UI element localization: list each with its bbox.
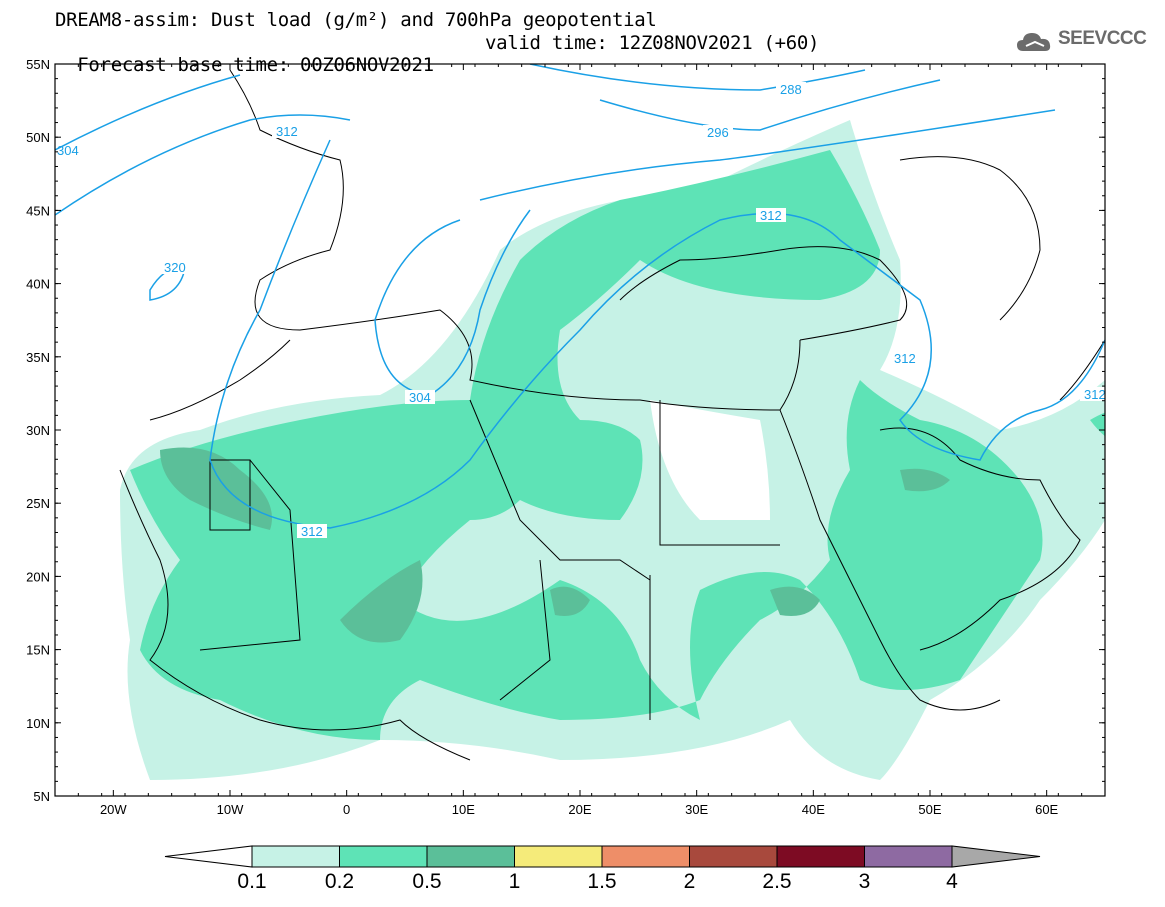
valid-time: valid time: 12Z08NOV2021 (+60)	[485, 32, 820, 54]
colorbar-over-arrow	[951, 845, 1041, 868]
contour-label-312-sw: 312	[301, 524, 323, 539]
lat-label: 20N	[26, 569, 50, 584]
colorbar-label: 2.5	[762, 870, 792, 893]
contour-label-304: 304	[409, 390, 431, 405]
lon-label: 0	[343, 802, 350, 817]
lat-label: 40N	[26, 277, 50, 292]
lon-label: 60E	[1035, 802, 1058, 817]
lat-label: 45N	[26, 203, 50, 218]
colorbar-segment	[864, 845, 953, 868]
forecast-time-line: Forecast base time: 00Z06NOV2021 valid t…	[55, 32, 819, 98]
seevccc-logo	[1015, 27, 1155, 57]
lat-label: 15N	[26, 643, 50, 658]
colorbar-label: 0.5	[412, 870, 442, 893]
contour-label-288: 288	[780, 82, 802, 97]
colorbar-segment	[689, 845, 778, 868]
lat-label: 5N	[33, 789, 50, 804]
colorbar-segment	[426, 845, 515, 868]
colorbar-label: 3	[858, 870, 871, 893]
lon-label: 50E	[918, 802, 941, 817]
contour-labels: 288 296 312 320 304 312 312 312 304 312	[57, 82, 1110, 539]
colorbar-label: 1.5	[587, 870, 617, 893]
dust-load-field	[120, 120, 1105, 780]
colorbar-segment	[776, 845, 865, 868]
colorbar-segment	[251, 845, 340, 868]
colorbar-label: 4	[946, 870, 958, 893]
contour-label-296: 296	[707, 125, 729, 140]
forecast-base-time: Forecast base time: 00Z06NOV2021	[77, 54, 434, 76]
lon-axis: 20W 10W 0 10E 20E 30E 40E 50E 60E	[54, 64, 1106, 817]
lat-axis: 55N 50N 45N 40N 35N 30N 25N 20N 15N 10N 5N	[26, 57, 1105, 804]
lat-label: 30N	[26, 423, 50, 438]
cloud-icon	[1017, 33, 1051, 51]
contour-label-320: 320	[164, 260, 186, 275]
lat-label: 10N	[26, 716, 50, 731]
lon-label: 10W	[217, 802, 244, 817]
colorbar-under-arrow	[164, 845, 253, 868]
colorbar-segment	[339, 845, 428, 868]
contour-label-304-edge: 304	[57, 143, 79, 158]
colorbar-segment	[514, 845, 603, 868]
lon-label: 20W	[100, 802, 127, 817]
logo-text: SEEVCCC	[1058, 28, 1147, 49]
colorbar-segment	[601, 845, 690, 868]
colorbar-label: 2	[683, 870, 696, 893]
lat-label: 50N	[26, 130, 50, 145]
map-title: DREAM8-assim: Dust load (g/m²) and 700hP…	[55, 9, 657, 31]
lat-label: 55N	[26, 57, 50, 72]
colorbar	[164, 845, 1041, 868]
colorbar-label: 0.1	[237, 870, 267, 893]
lat-label: 25N	[26, 496, 50, 511]
contour-label-312-n: 312	[760, 208, 782, 223]
dust-level-0.5	[160, 447, 950, 643]
contour-label-312-far-e: 312	[1084, 387, 1106, 402]
contour-label-312-nw: 312	[276, 124, 298, 139]
lat-label: 35N	[26, 350, 50, 365]
lon-label: 10E	[452, 802, 475, 817]
colorbar-label: 1	[508, 870, 521, 893]
lon-label: 20E	[568, 802, 591, 817]
colorbar-label: 0.2	[324, 870, 355, 893]
lon-label: 40E	[802, 802, 825, 817]
contour-label-312-e: 312	[894, 351, 916, 366]
lon-label: 30E	[685, 802, 708, 817]
coastlines	[119, 69, 1105, 761]
